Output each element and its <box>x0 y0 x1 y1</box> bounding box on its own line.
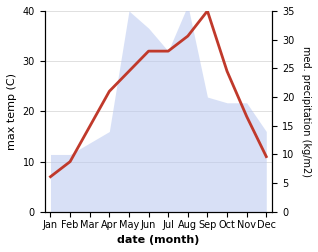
Y-axis label: med. precipitation (kg/m2): med. precipitation (kg/m2) <box>301 46 311 177</box>
Y-axis label: max temp (C): max temp (C) <box>7 73 17 150</box>
X-axis label: date (month): date (month) <box>117 235 200 245</box>
